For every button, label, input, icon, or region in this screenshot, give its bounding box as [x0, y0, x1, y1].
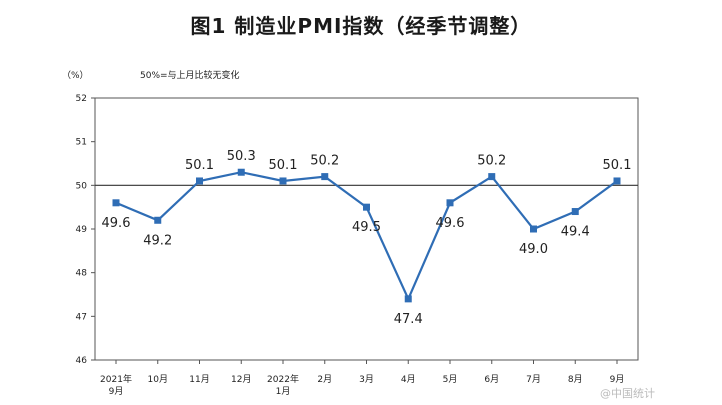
- reference-note: 50%=与上月比较无变化: [140, 69, 240, 81]
- data-point-label: 49.0: [519, 242, 548, 257]
- data-point-marker: [363, 203, 370, 211]
- y-tick-label: 46: [76, 356, 88, 366]
- data-point-label: 50.2: [310, 154, 339, 169]
- data-point-label: 50.1: [603, 158, 632, 173]
- x-tick-label: 5月: [443, 374, 458, 385]
- y-axis-unit-label: （%）: [62, 70, 89, 81]
- watermark-text: @中国统计: [600, 387, 655, 400]
- x-tick-label: 7月: [526, 374, 541, 385]
- data-point-label: 47.4: [394, 312, 423, 327]
- data-point-marker: [488, 173, 496, 181]
- y-axis-ticks: 46 47 48 49 50 51 52: [76, 94, 95, 366]
- y-tick-label: 49: [76, 225, 88, 235]
- x-tick-label: 2月: [317, 374, 332, 385]
- x-tick-label: 9月: [610, 374, 625, 385]
- x-tick-label: 10月: [148, 374, 168, 385]
- x-tick-label: 12月: [231, 374, 251, 385]
- data-point-label: 49.2: [143, 233, 172, 248]
- data-point-label: 50.1: [269, 158, 298, 173]
- data-point-marker: [112, 199, 120, 207]
- chart-title: 图1 制造业PMI指数（经季节调整）: [190, 14, 532, 38]
- data-markers: [112, 168, 621, 303]
- data-point-label: 49.4: [561, 225, 590, 240]
- data-point-marker: [279, 177, 287, 185]
- data-point-marker: [404, 295, 412, 303]
- series-line: [115, 171, 618, 302]
- data-point-marker: [154, 216, 162, 224]
- y-tick-label: 48: [76, 269, 88, 279]
- x-tick-label: 2021年: [100, 373, 132, 385]
- x-tick-label: 11月: [189, 374, 209, 385]
- data-point-marker: [613, 177, 621, 185]
- data-point-marker: [530, 225, 537, 233]
- data-point-marker: [446, 199, 454, 207]
- y-tick-label: 47: [76, 312, 87, 322]
- x-tick-label: 2022年: [267, 373, 299, 385]
- x-tick-label: 9月: [109, 386, 124, 397]
- y-tick-label: 52: [76, 94, 87, 104]
- y-tick-label: 51: [76, 138, 87, 148]
- data-point-marker: [237, 168, 245, 176]
- data-labels: 49.6 49.2 50.1 50.3 50.1 50.2 49.5 47.4 49.6 50.2…: [102, 149, 632, 327]
- data-point-marker: [321, 173, 329, 181]
- data-point-marker: [571, 208, 579, 216]
- data-point-label: 50.2: [477, 154, 506, 169]
- data-point-label: 50.1: [185, 158, 214, 173]
- y-tick-label: 50: [76, 181, 88, 191]
- x-tick-label: 6月: [484, 374, 499, 385]
- x-tick-label: 4月: [401, 374, 416, 385]
- data-point-label: 50.3: [227, 149, 256, 164]
- data-point-marker: [196, 177, 203, 185]
- data-point-label: 49.6: [102, 216, 131, 231]
- x-tick-label: 3月: [359, 374, 374, 385]
- data-point-label: 49.6: [436, 216, 465, 231]
- x-tick-label: 8月: [568, 374, 583, 385]
- data-point-label: 49.5: [352, 220, 381, 235]
- x-tick-label: 1月: [276, 386, 291, 397]
